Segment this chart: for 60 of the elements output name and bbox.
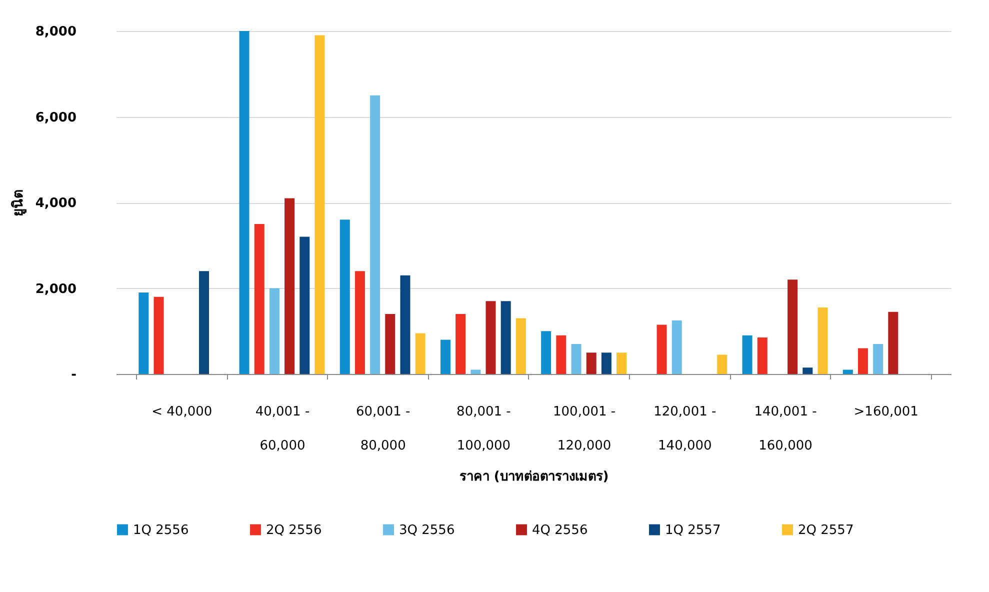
bar <box>354 271 365 374</box>
bar <box>858 348 868 374</box>
bar <box>300 236 310 374</box>
legend-label: 2Q 2557 <box>798 522 854 538</box>
category-label: 100,001 - 120,000 <box>553 404 616 454</box>
bar <box>440 340 450 374</box>
legend-label: 2Q 2556 <box>266 522 322 538</box>
bar <box>601 352 612 374</box>
bar <box>541 331 552 374</box>
bar <box>742 335 752 374</box>
bar <box>486 301 496 374</box>
bar <box>802 368 813 374</box>
bar <box>616 352 627 374</box>
category-label: 120,001 - 140,000 <box>654 404 716 454</box>
bar <box>500 301 511 374</box>
bar <box>656 324 667 374</box>
bar <box>470 370 481 374</box>
category-label: 140,001 - 160,000 <box>754 404 817 454</box>
bar <box>154 296 164 374</box>
legend-label: 1Q 2557 <box>665 522 721 538</box>
bar <box>586 352 596 374</box>
bar <box>818 308 828 374</box>
y-axis-title: ยูนิต <box>10 190 26 216</box>
bar <box>284 198 295 374</box>
bar <box>788 280 798 374</box>
bar <box>254 224 264 374</box>
bar <box>400 275 410 374</box>
bar <box>888 312 898 374</box>
legend-label: 1Q 2556 <box>133 522 189 538</box>
y-tick-label: 8,000 <box>35 24 76 40</box>
bar <box>717 354 728 374</box>
bar <box>415 333 426 374</box>
bar <box>269 288 280 374</box>
bar <box>456 314 466 374</box>
bar <box>757 338 768 374</box>
y-tick-label: 2,000 <box>35 282 76 297</box>
y-tick-label: 4,000 <box>35 196 76 211</box>
bar <box>842 370 853 374</box>
bar <box>672 320 682 374</box>
y-tick-label: - <box>71 368 76 382</box>
legend-label: 3Q 2556 <box>399 522 455 538</box>
bar <box>199 271 210 374</box>
x-tick-label: >160,001 <box>854 404 918 420</box>
bar <box>314 35 325 374</box>
category-label: 60,001 - 80,000 <box>356 404 410 454</box>
x-tick-label: < 40,000 <box>152 404 212 420</box>
category-label: 80,001 - 100,000 <box>456 404 511 454</box>
bar <box>138 292 149 374</box>
bar <box>571 344 582 374</box>
category-label: 40,001 - 60,000 <box>255 404 310 454</box>
bar <box>385 314 396 374</box>
legend-label: 4Q 2556 <box>532 522 588 538</box>
x-axis-title: ราคา (บาทต่อตารางเมตร) <box>459 470 609 484</box>
bar <box>239 31 250 374</box>
bar <box>873 344 884 374</box>
bar <box>370 95 380 374</box>
bar <box>340 220 350 374</box>
y-tick-label: 6,000 <box>35 110 76 126</box>
bar <box>516 318 526 374</box>
bar <box>556 335 566 374</box>
